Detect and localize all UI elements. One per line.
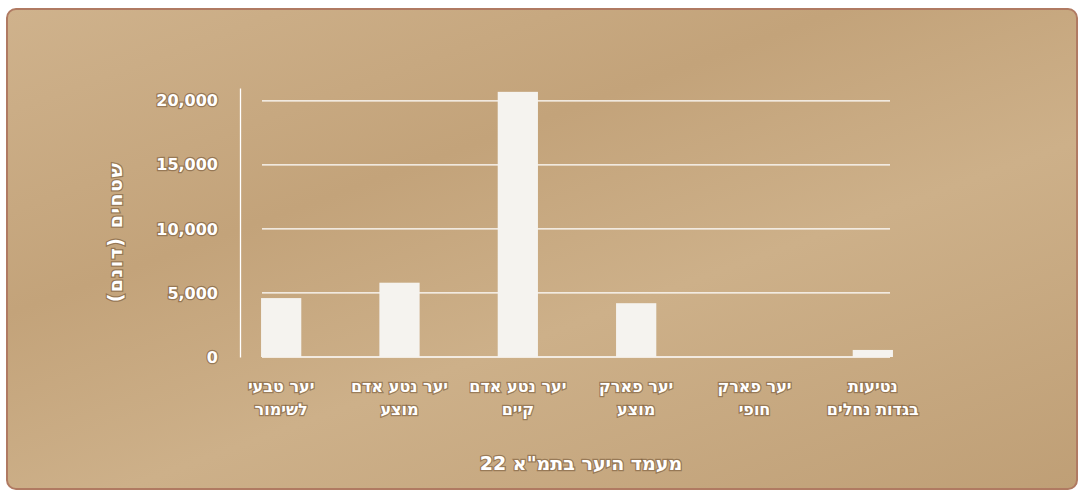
x-tick: יער נטע אדם קיים <box>469 357 566 419</box>
y-axis-line <box>240 89 241 358</box>
x-tick-label: נטיעות בגדות נחלים <box>827 377 919 419</box>
y-tick: 20,000 <box>156 91 240 110</box>
grid <box>262 101 890 357</box>
grid-line <box>262 292 890 293</box>
x-tick: יער פארק חופי <box>717 357 791 419</box>
x-tick-label-line: יער פארק <box>599 377 673 396</box>
bars <box>261 92 893 357</box>
y-tick-label: 0 <box>207 348 218 367</box>
x-tick-label-line: מוצע <box>617 400 655 419</box>
y-tick: 15,000 <box>156 155 240 174</box>
bar <box>379 283 419 357</box>
x-tick: יער פארק מוצע <box>599 357 673 419</box>
x-axis-title: מעמד היער בתמ"א 22 <box>480 452 682 474</box>
grid-line <box>262 164 890 165</box>
y-tick-label: 10,000 <box>156 220 218 239</box>
bar <box>498 92 538 357</box>
x-tick-label: יער נטע אדם מוצע <box>351 377 448 419</box>
x-tick-label: יער נטע אדם קיים <box>469 377 566 419</box>
x-tick-label-line: קיים <box>502 400 534 419</box>
y-tick: 5,000 <box>167 284 240 303</box>
x-tick-label: יער פארק חופי <box>717 377 791 419</box>
x-tick: יער טבעי לשימור <box>248 357 315 419</box>
y-tick: 0 <box>207 348 240 367</box>
x-tick-label-line: יער נטע אדם <box>351 377 448 396</box>
bar <box>616 303 656 357</box>
x-tick-label-line: יער טבעי <box>248 377 315 396</box>
y-tick: 10,000 <box>156 220 240 239</box>
grid-line <box>262 356 890 357</box>
chart: 05,00010,00015,00020,000יער טבעילשימוריע… <box>6 8 1078 490</box>
x-tick-label-line: נטיעות <box>848 377 898 396</box>
x-tick-label-line: מוצע <box>380 400 418 419</box>
y-tick-label: 20,000 <box>156 91 218 110</box>
y-axis: 0 5,000 10,000 15,000 20,000 <box>156 89 240 367</box>
x-tick-label-line: בגדות נחלים <box>827 400 919 419</box>
x-tick-label: יער טבעי לשימור <box>248 377 315 419</box>
grid-line <box>262 100 890 101</box>
y-tick-label: 15,000 <box>156 155 218 174</box>
grid-line <box>262 228 890 229</box>
x-tick-label-line: יער נטע אדם <box>469 377 566 396</box>
x-tick-label: יער פארק מוצע <box>599 377 673 419</box>
x-axis: יער טבעילשימוריער נטע אדםמוצעיער נטע אדם… <box>248 357 919 419</box>
x-tick: יער נטע אדם מוצע <box>351 357 448 419</box>
x-tick-label-line: לשימור <box>255 400 308 419</box>
bar <box>853 350 893 357</box>
x-tick-label-line: יער פארק <box>717 377 791 396</box>
y-tick-label: 5,000 <box>167 284 218 303</box>
x-tick: נטיעות בגדות נחלים <box>827 357 919 419</box>
bar <box>734 357 774 358</box>
bar <box>261 298 301 357</box>
x-tick-label-line: חופי <box>739 400 771 419</box>
y-axis-title: שטחים (דונם) <box>104 162 126 303</box>
